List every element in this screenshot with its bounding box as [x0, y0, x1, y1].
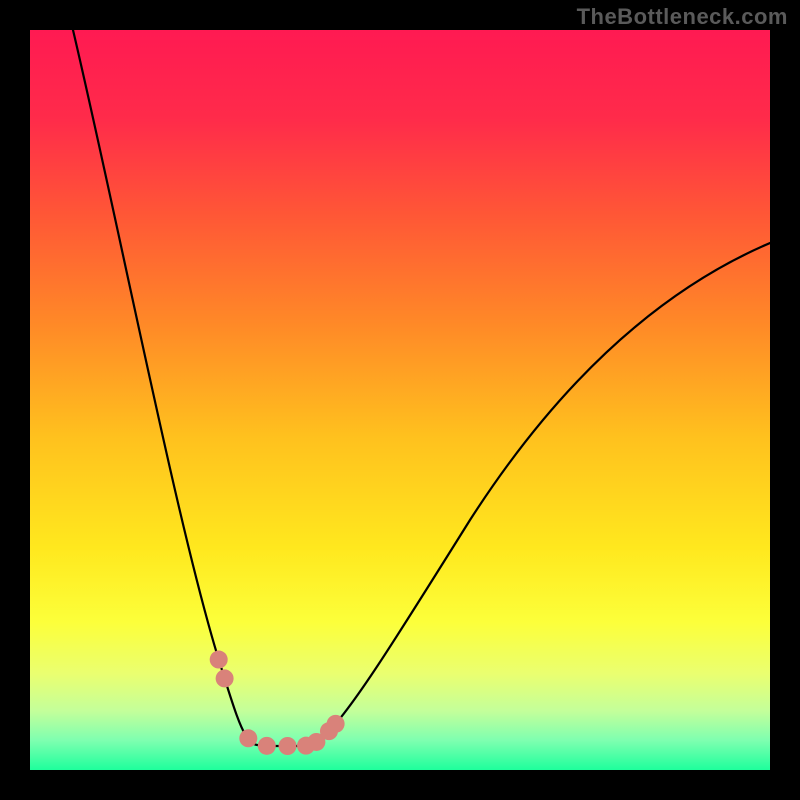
data-marker — [327, 715, 345, 733]
watermark-text: TheBottleneck.com — [577, 4, 788, 30]
data-marker — [216, 669, 234, 687]
data-marker — [210, 651, 228, 669]
chart-stage: TheBottleneck.com — [0, 0, 800, 800]
chart-svg — [0, 0, 800, 800]
data-marker — [239, 729, 257, 747]
data-marker — [258, 737, 276, 755]
data-marker — [279, 737, 297, 755]
gradient-background — [30, 30, 770, 770]
